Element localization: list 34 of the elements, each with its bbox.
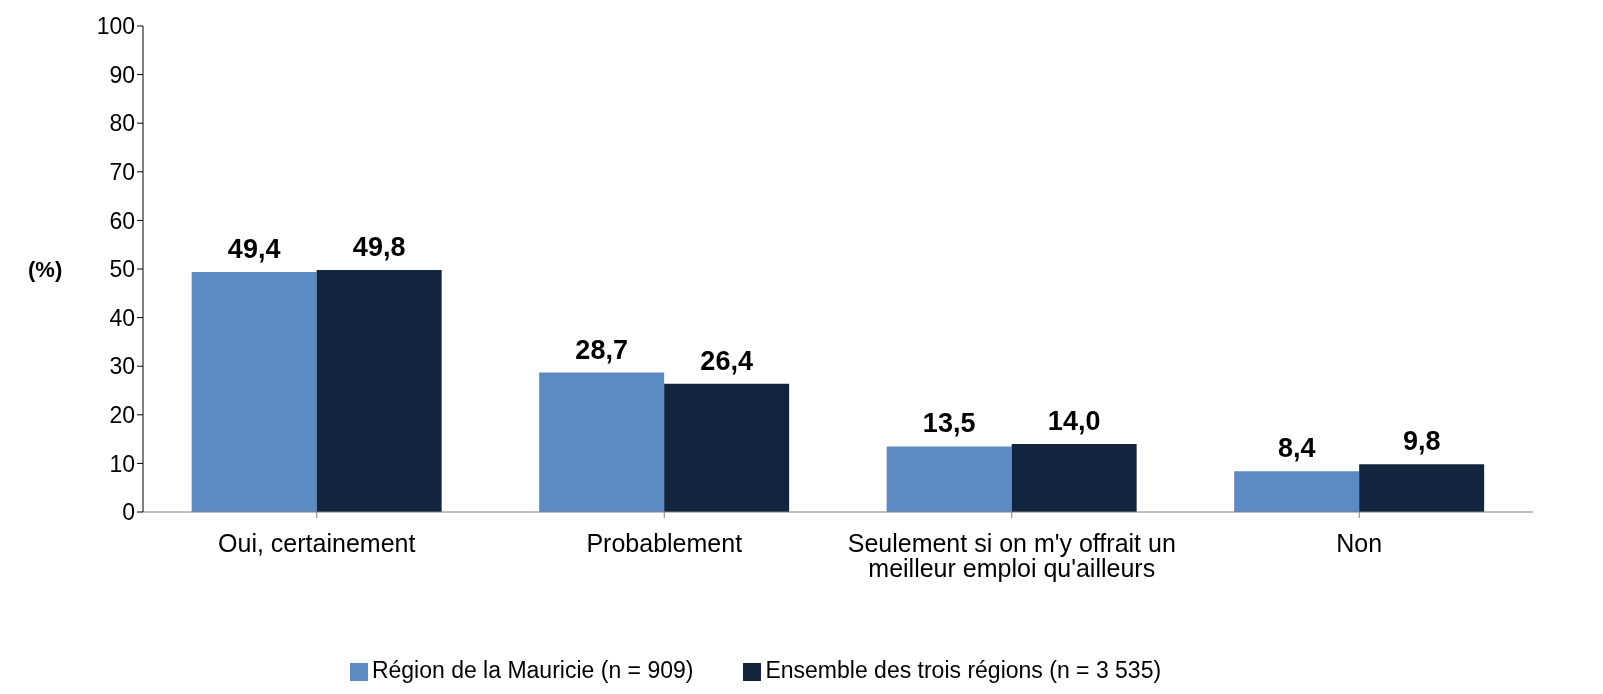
data-label: 49,4 [227, 233, 281, 264]
y-tick-label: 30 [109, 353, 135, 380]
y-tick-label: 80 [109, 110, 135, 137]
data-label: 26,4 [700, 345, 753, 376]
bar [1359, 464, 1485, 512]
y-tick-label: 10 [109, 450, 135, 477]
y-tick-label: 70 [109, 158, 135, 185]
bar [886, 446, 1012, 512]
x-tick-label: Oui, certainement [218, 528, 416, 557]
x-tick-label: Seulement si on m'y offrait un meilleur emploi qu'ailleurs [847, 528, 1176, 582]
y-axis-title: (%) [28, 256, 63, 282]
x-tick-label: Non [1336, 528, 1383, 557]
bar [316, 269, 442, 512]
x-tick-label: Probablement [586, 528, 743, 557]
data-label: 9,8 [1402, 426, 1441, 457]
data-label: 49,8 [352, 231, 406, 262]
bar [664, 383, 790, 512]
data-label: 28,7 [575, 334, 628, 365]
data-label: 8,4 [1277, 433, 1316, 464]
y-tick-label: 20 [109, 401, 135, 428]
y-tick-label: 60 [109, 207, 135, 234]
bar [191, 271, 317, 512]
bar [539, 372, 665, 512]
y-tick-label: 50 [109, 256, 135, 283]
y-tick-label: 90 [109, 61, 135, 88]
bar [1234, 471, 1360, 512]
y-tick-label: 100 [96, 13, 135, 40]
bar [1011, 443, 1137, 512]
legend-label: Ensemble des trois régions (n = 3 535) [765, 657, 1162, 683]
y-tick-label: 0 [122, 499, 135, 526]
data-label: 14,0 [1047, 405, 1101, 436]
legend-label: Région de la Mauricie (n = 909) [371, 657, 694, 683]
y-tick-label: 40 [109, 304, 135, 331]
data-label: 13,5 [922, 408, 976, 439]
